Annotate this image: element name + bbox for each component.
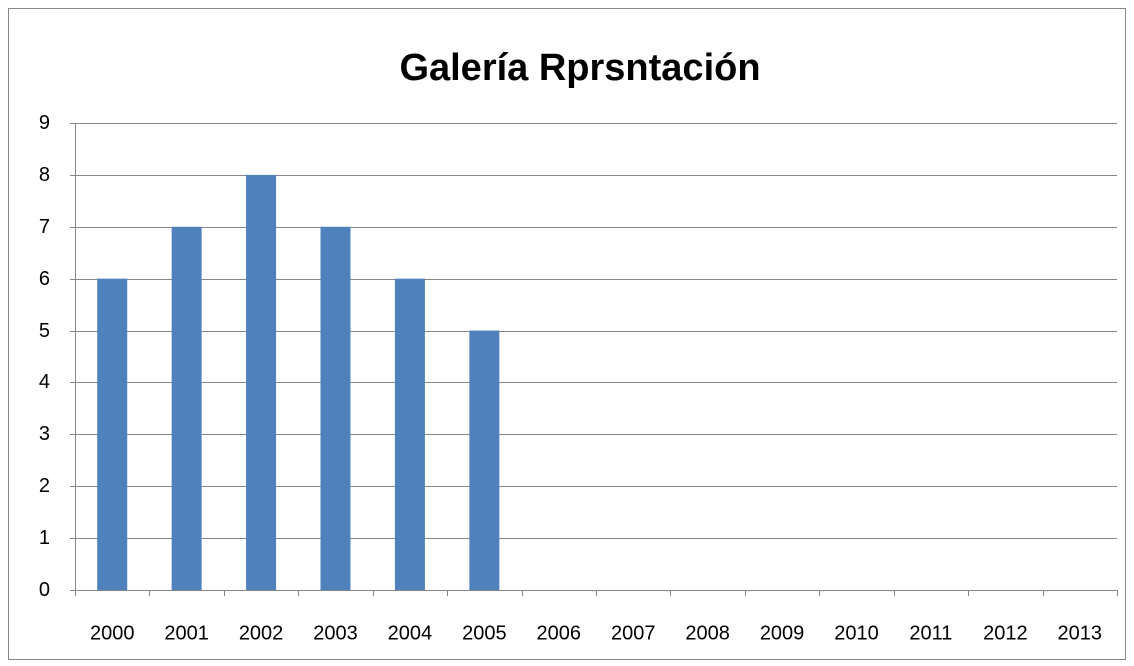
x-tick-label: 2001 (164, 622, 209, 644)
x-tick-label: 2009 (760, 622, 805, 644)
bar (394, 278, 425, 590)
x-tick-label: 2007 (611, 622, 656, 644)
bar (97, 278, 128, 590)
y-tick-label: 1 (39, 527, 50, 549)
bar (469, 330, 500, 590)
chart-title: Galería Rprsntación (399, 47, 760, 89)
y-tick-label: 0 (39, 579, 50, 601)
x-tick-label: 2005 (462, 622, 507, 644)
x-tick-label: 2013 (1058, 622, 1103, 644)
x-tick-label: 2004 (388, 622, 433, 644)
x-tick-label: 2000 (90, 622, 135, 644)
x-tick-label: 2010 (834, 622, 879, 644)
x-tick-label: 2002 (239, 622, 284, 644)
y-tick-label: 6 (39, 268, 50, 290)
x-tick-label: 2006 (537, 622, 582, 644)
y-tick-label: 4 (39, 371, 50, 393)
y-tick-label: 7 (39, 216, 50, 238)
bar (171, 226, 202, 590)
x-tick-label: 2011 (909, 622, 952, 644)
x-tick-label: 2012 (983, 622, 1028, 644)
y-tick-label: 5 (39, 320, 50, 342)
x-tick-label: 2008 (685, 622, 730, 644)
y-tick-label: 2 (39, 475, 50, 497)
bar (246, 174, 277, 590)
y-tick-label: 8 (39, 164, 50, 186)
bar (320, 226, 351, 590)
y-tick-label: 3 (39, 423, 50, 445)
x-tick-label: 2003 (313, 622, 358, 644)
y-tick-label: 9 (39, 112, 50, 134)
